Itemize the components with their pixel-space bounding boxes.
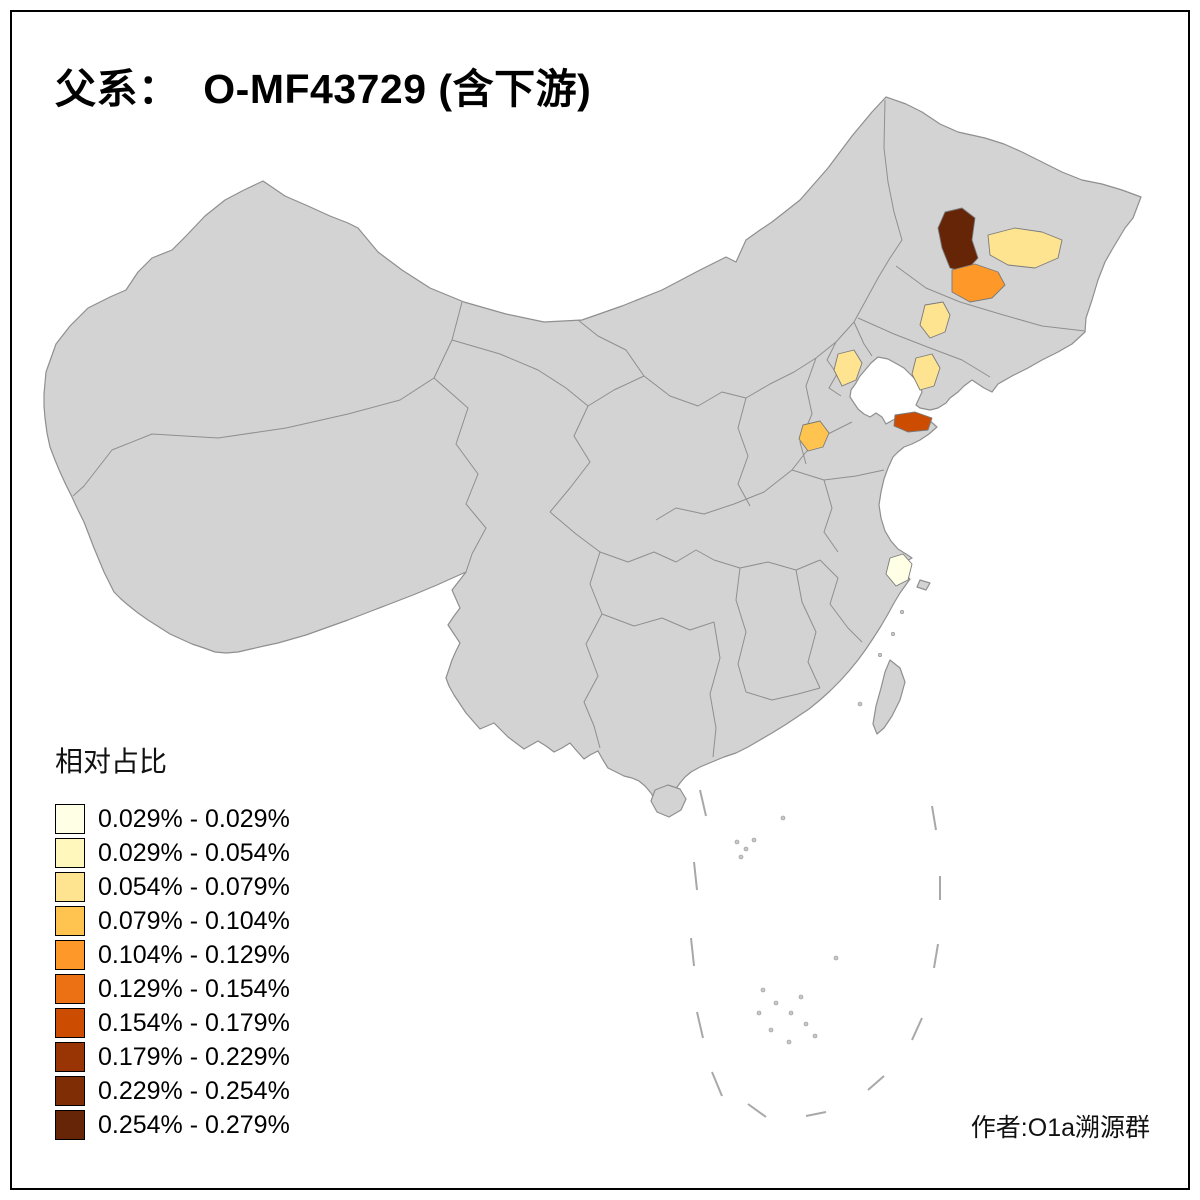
legend-color-swatch [55,1042,85,1072]
highlight-patch-zhejiang-coast [885,553,913,587]
legend-bin-label: 0.029% - 0.054% [98,839,290,867]
page-title: 父系： O-MF43729 (含下游) [55,66,592,112]
highlight-patch-shandong-west [798,420,830,452]
legend-color-swatch [55,804,85,834]
nine-dash-line [690,789,941,1118]
legend-row: 0.029% - 0.054% [55,838,290,868]
legend-row: 0.254% - 0.279% [55,1110,290,1140]
legend-color-swatch [55,974,85,1004]
small-islands [734,609,904,1045]
legend-color-swatch [55,940,85,970]
legend-row: 0.054% - 0.079% [55,872,290,902]
highlight-patch-liaoning [911,353,941,391]
mainland-outline [43,96,1142,808]
legend-color-swatch [55,838,85,868]
legend-color-swatch [55,1076,85,1106]
legend-color-swatch [55,1110,85,1140]
legend-row: 0.179% - 0.229% [55,1042,290,1072]
hainan-island [650,784,687,818]
highlight-patch-jilin [919,301,951,339]
legend-row: 0.029% - 0.029% [55,804,290,834]
legend-color-swatch [55,906,85,936]
legend-row: 0.079% - 0.104% [55,906,290,936]
legend-row: 0.129% - 0.154% [55,974,290,1004]
legend-title: 相对占比 [55,746,168,777]
legend-bin-label: 0.104% - 0.129% [98,941,290,969]
legend-bin-label: 0.029% - 0.029% [98,805,290,833]
legend-row: 0.229% - 0.254% [55,1076,290,1106]
legend-rows: 0.029% - 0.029% 0.029% - 0.054% 0.054% -… [55,804,290,1140]
legend-color-swatch [55,872,85,902]
legend-bin-label: 0.129% - 0.154% [98,975,290,1003]
legend-bin-label: 0.229% - 0.254% [98,1077,290,1105]
legend-bin-label: 0.054% - 0.079% [98,873,290,901]
legend-bin-label: 0.179% - 0.229% [98,1043,290,1071]
legend-row: 0.154% - 0.179% [55,1008,290,1038]
province-borders [72,99,1086,758]
highlight-patch-northeast-east [987,227,1063,269]
zhoushan-island [916,579,931,591]
highlight-patch-hebei-coast [833,349,863,387]
legend: 相对占比 0.029% - 0.029% 0.029% - 0.054% 0.0… [55,740,290,1144]
legend-color-swatch [55,1008,85,1038]
mainland-group [43,96,1142,818]
legend-bin-label: 0.154% - 0.179% [98,1009,290,1037]
legend-bin-label: 0.254% - 0.279% [98,1111,290,1139]
highlighted-prefectures [798,207,1063,587]
taiwan-island [872,659,906,735]
legend-row: 0.104% - 0.129% [55,940,290,970]
legend-bin-label: 0.079% - 0.104% [98,907,290,935]
attribution-text: 作者:O1a溯源群 [970,1114,1150,1142]
highlight-patch-harbin-area [951,263,1006,303]
highlight-patch-shandong-peninsula [893,411,933,433]
